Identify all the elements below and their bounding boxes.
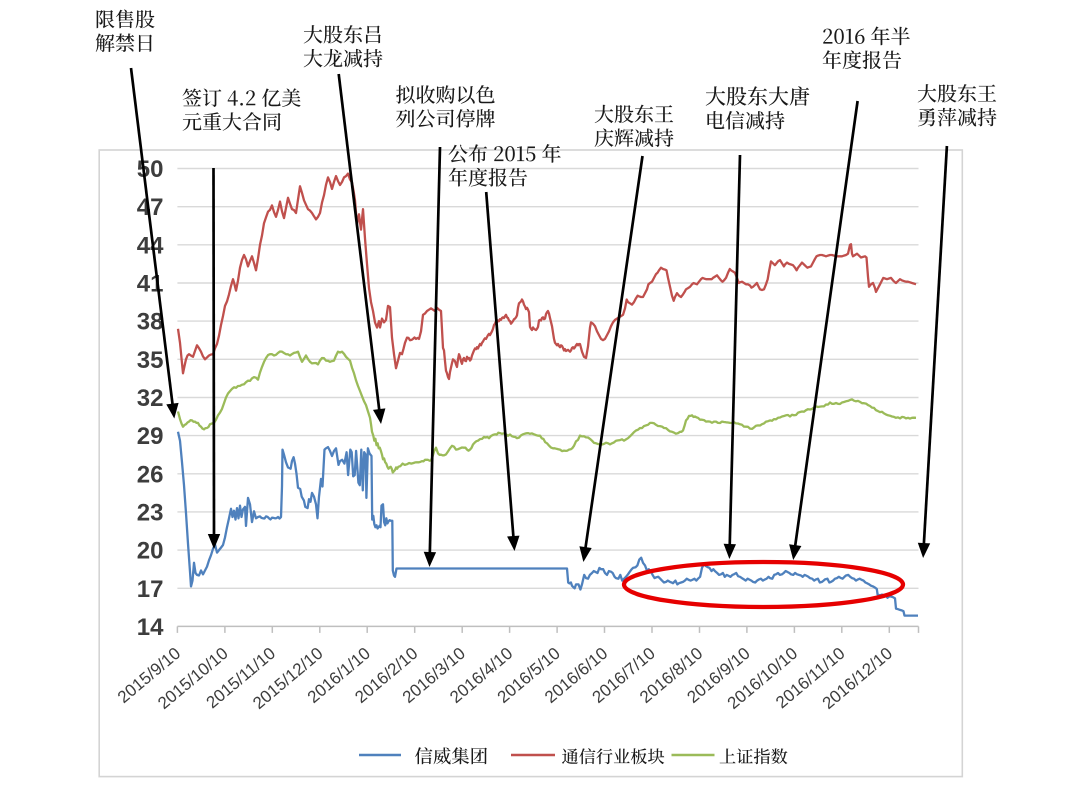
svg-text:38: 38 <box>137 309 164 336</box>
svg-text:44: 44 <box>137 232 164 259</box>
svg-text:23: 23 <box>137 499 164 526</box>
svg-text:14: 14 <box>137 614 164 641</box>
svg-text:35: 35 <box>137 347 164 374</box>
svg-text:29: 29 <box>137 423 164 450</box>
svg-text:26: 26 <box>137 461 164 488</box>
svg-text:32: 32 <box>137 385 164 412</box>
svg-text:17: 17 <box>137 576 164 603</box>
svg-text:20: 20 <box>137 538 164 565</box>
svg-text:50: 50 <box>137 156 164 183</box>
